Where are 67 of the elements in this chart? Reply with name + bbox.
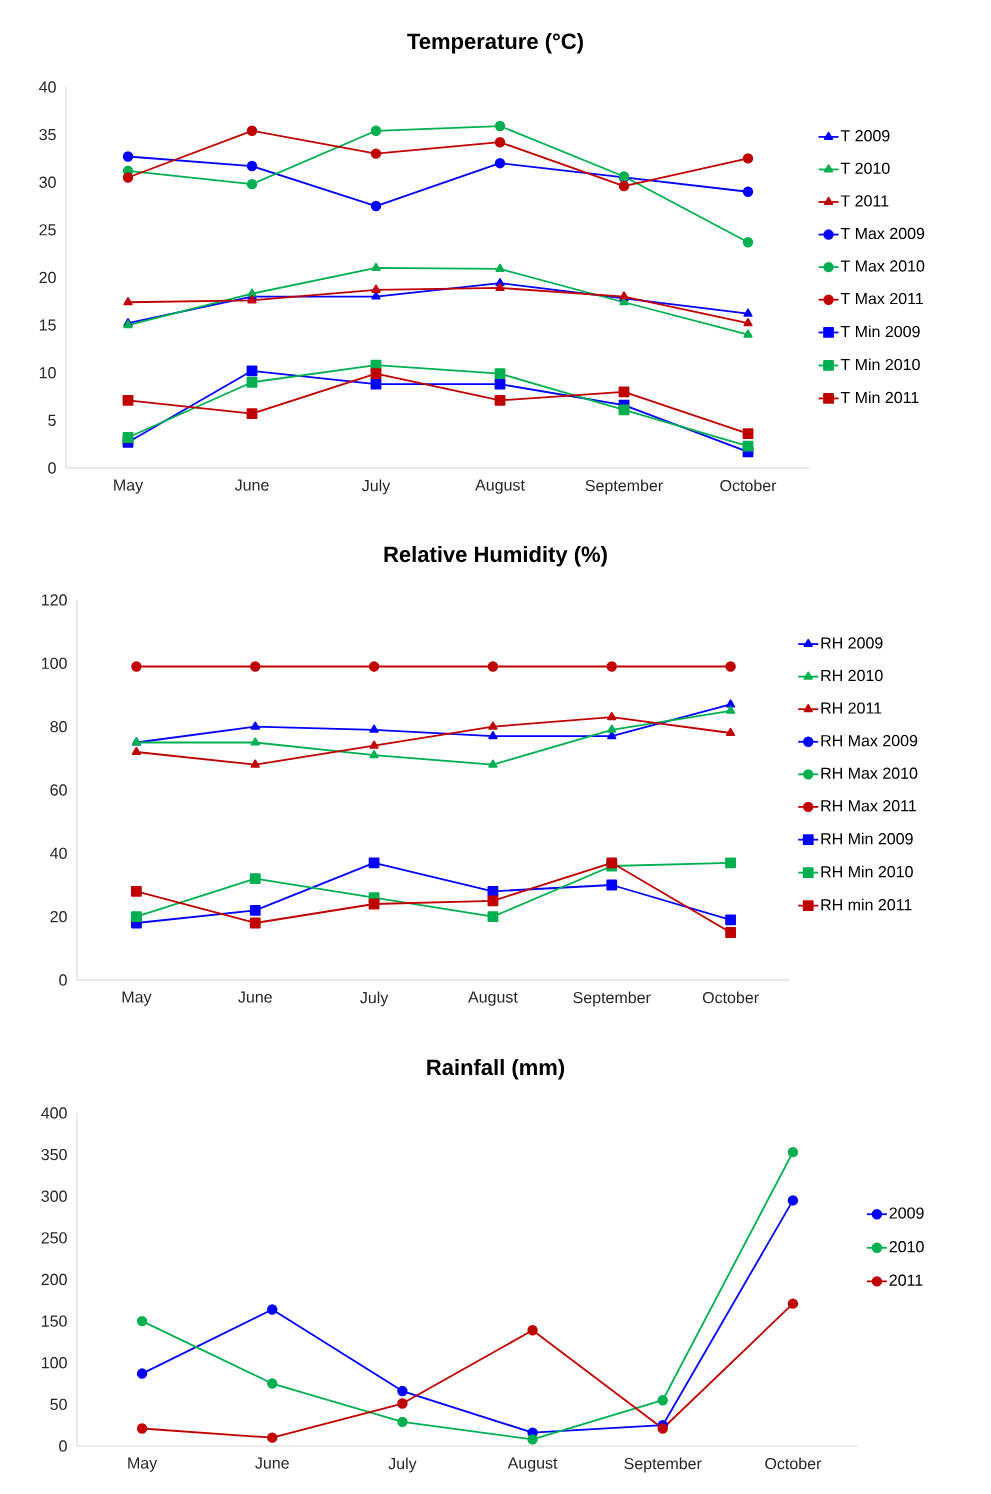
y-tick-label: 30 <box>39 176 56 188</box>
x-tick-label: May <box>122 991 152 1006</box>
y-tick-label: 20 <box>39 271 56 284</box>
y-tick-label: 50 <box>50 1398 67 1411</box>
legend-label: RH Max 2010 <box>821 767 918 779</box>
legend-label: T Max 2011 <box>840 292 923 305</box>
legend-label: RH 2010 <box>821 669 883 682</box>
x-tick-label: October <box>765 1457 822 1470</box>
y-tick-label: 300 <box>41 1190 67 1202</box>
y-tick-label: 250 <box>41 1232 67 1244</box>
legend-label: T Min 2011 <box>840 391 919 404</box>
chart-title: Temperature (°C) <box>407 32 583 54</box>
y-tick-label: 350 <box>41 1148 67 1161</box>
legend-label: T 2010 <box>840 162 890 174</box>
y-tick-label: 150 <box>41 1315 67 1327</box>
y-tick-label: 0 <box>59 974 67 986</box>
x-tick-label: August <box>475 479 525 494</box>
x-tick-label: July <box>388 1457 417 1473</box>
y-tick-label: 0 <box>48 462 56 474</box>
legend-label: RH Min 2009 <box>821 832 913 845</box>
y-tick-label: 40 <box>39 81 56 93</box>
y-tick-label: 100 <box>41 657 67 669</box>
y-tick-label: 5 <box>48 414 56 426</box>
y-tick-label: 15 <box>39 319 56 331</box>
legend-label: T Max 2010 <box>840 260 925 272</box>
x-tick-label: May <box>114 479 144 494</box>
legend-label: RH Min 2010 <box>821 865 913 878</box>
x-tick-label: October <box>720 479 777 492</box>
y-tick-label: 25 <box>39 224 56 236</box>
x-tick-label: June <box>255 1457 289 1469</box>
x-tick-label: July <box>362 479 391 495</box>
legend-label: T Min 2010 <box>840 358 920 371</box>
chart-title: Rainfall (mm) <box>427 1058 565 1080</box>
x-tick-label: May <box>128 1457 158 1472</box>
legend-label: 2010 <box>889 1241 924 1253</box>
y-tick-label: 0 <box>59 1440 67 1452</box>
y-tick-label: 80 <box>50 720 67 733</box>
legend-label: T 2009 <box>840 130 890 142</box>
legend-label: RH Max 2011 <box>821 800 916 812</box>
x-tick-label: September <box>624 1457 702 1473</box>
y-tick-label: 35 <box>39 128 56 141</box>
x-tick-label: September <box>585 479 663 495</box>
y-tick-label: 200 <box>41 1273 67 1286</box>
legend-label: T Max 2009 <box>840 227 925 240</box>
legend-label: 2009 <box>889 1207 924 1219</box>
x-tick-label: September <box>573 991 651 1007</box>
legend-label: RH Max 2009 <box>821 734 918 747</box>
y-tick-label: 400 <box>41 1107 67 1119</box>
y-tick-label: 20 <box>50 910 67 923</box>
x-tick-label: June <box>238 991 272 1003</box>
x-tick-label: October <box>702 991 759 1004</box>
legend-label: T Min 2009 <box>840 325 920 338</box>
y-tick-label: 100 <box>41 1357 67 1369</box>
legend-label: RH 2009 <box>821 637 883 649</box>
y-tick-label: 120 <box>41 594 67 606</box>
y-tick-label: 40 <box>50 847 67 859</box>
legend-label: 2011 <box>889 1274 923 1286</box>
x-tick-label: August <box>468 991 518 1006</box>
x-tick-label: August <box>507 1457 558 1472</box>
legend-label: T 2011 <box>840 195 889 207</box>
x-tick-label: July <box>360 991 389 1007</box>
chart-title: Relative Humidity (%) <box>384 545 607 567</box>
legend-label: RH min 2011 <box>821 898 912 911</box>
y-tick-label: 60 <box>50 784 67 796</box>
legend-label: RH 2011 <box>821 702 882 714</box>
y-tick-label: 10 <box>39 367 56 379</box>
x-tick-label: June <box>234 479 269 491</box>
